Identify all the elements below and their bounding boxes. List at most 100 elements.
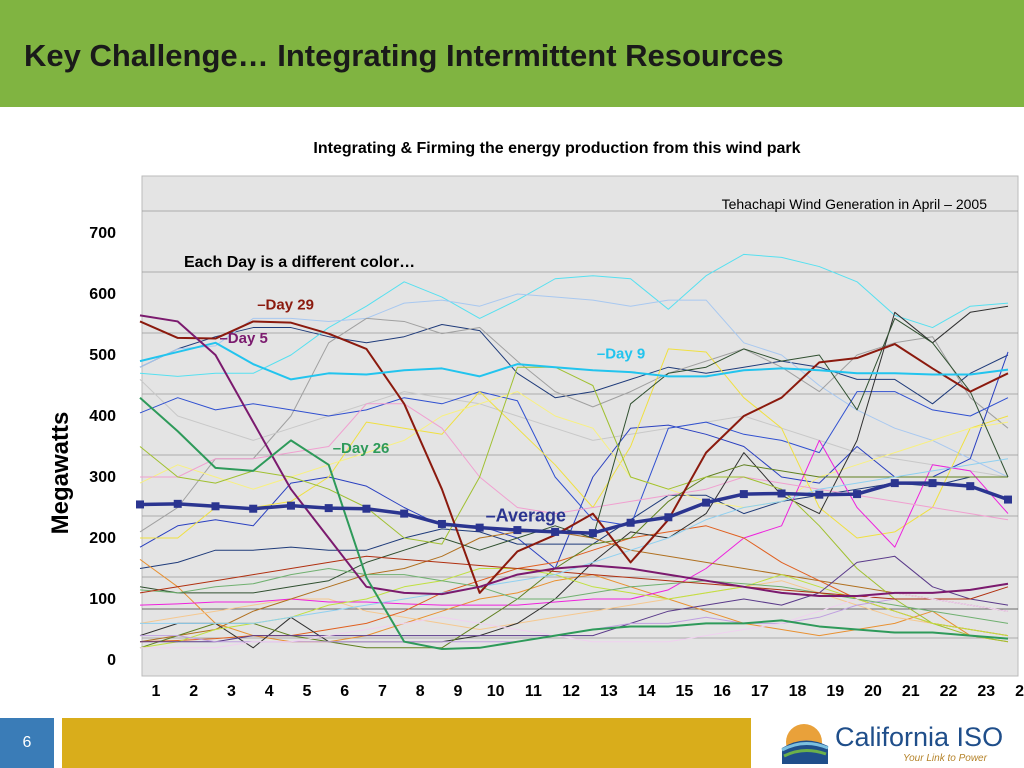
series-line (139, 476, 1008, 569)
chart-title: Integrating & Firming the energy product… (313, 140, 801, 157)
x-tick-label: 1 (152, 683, 161, 700)
average-marker (437, 519, 446, 528)
series-line (140, 458, 1009, 624)
x-tick-label: 3 (227, 683, 236, 700)
x-tick-label: 7 (378, 683, 387, 700)
x-tick-label: 13 (600, 683, 618, 700)
x-tick-label: 9 (453, 683, 462, 700)
y-axis-label: Megawatts (47, 412, 74, 535)
page-number: 6 (22, 734, 32, 751)
series-line (139, 558, 1009, 643)
x-tick-label: 5 (303, 683, 312, 700)
average-marker (400, 509, 409, 518)
series-line (139, 464, 1008, 649)
series-label-day-26: –Day 26 (333, 440, 390, 457)
average-marker (286, 501, 295, 510)
x-tick-label: 16 (713, 683, 731, 700)
average-marker (551, 527, 560, 536)
average-marker (588, 529, 597, 538)
series-line (139, 351, 1009, 569)
series-line-day-9 (139, 341, 1009, 381)
series-line (140, 555, 1009, 643)
average-marker (211, 502, 220, 511)
y-tick-label: 500 (89, 347, 116, 364)
page-number-box: 6 (0, 718, 54, 768)
y-tick-label: 700 (89, 225, 116, 242)
average-marker (513, 526, 522, 535)
x-tick-label: 22 (940, 683, 958, 700)
average-marker (890, 479, 899, 488)
series-line (140, 348, 1009, 539)
series-line (139, 324, 1009, 405)
y-tick-label: 200 (89, 530, 116, 547)
y-tick-label: 400 (89, 408, 116, 425)
chart: –Day 29 –Day 9 –Day 5 –Day 26 –Average Tehac… (47, 175, 1024, 700)
x-tick-label: 24 (1015, 683, 1024, 700)
y-tick-label: 300 (89, 469, 116, 486)
x-tick-label: 23 (977, 683, 995, 700)
series-line (139, 379, 1009, 478)
x-tick-label: 15 (675, 683, 693, 700)
series-label-day-5: –Day 5 (219, 330, 267, 347)
x-tick-label: 19 (826, 683, 844, 700)
average-marker (475, 523, 484, 532)
average-marker (626, 518, 635, 527)
footer-bar (62, 718, 751, 768)
chart-annotation: Each Day is a different color… (184, 254, 415, 271)
average-marker (173, 499, 182, 508)
y-tick-label: 100 (89, 591, 116, 608)
series-line (139, 568, 1009, 624)
average-marker (664, 513, 673, 522)
x-tick-label: 6 (340, 683, 349, 700)
average-marker (362, 504, 371, 513)
average-marker (1004, 495, 1012, 504)
series-line-day-26 (139, 396, 1009, 651)
logo-wordmark: California ISO (835, 722, 1004, 752)
logo-tagline: Your Link to Power (903, 753, 987, 764)
series-line (139, 439, 1009, 606)
series-line (139, 391, 1009, 527)
average-marker (324, 504, 333, 513)
series-line (139, 531, 1009, 643)
average-marker (702, 498, 711, 507)
y-tick-label: 600 (89, 286, 116, 303)
sun-wave-logo-icon (781, 724, 829, 764)
series-label-day-29: –Day 29 (257, 296, 314, 313)
x-tick-label: 2 (189, 683, 198, 700)
average-marker (966, 482, 975, 491)
x-tick-label: 17 (751, 683, 769, 700)
average-marker (739, 490, 748, 499)
y-tick-label: 0 (107, 652, 116, 669)
x-tick-label: 10 (487, 683, 505, 700)
chart-subtitle: Tehachapi Wind Generation in April – 200… (722, 196, 988, 212)
series-label-day-9: –Day 9 (597, 345, 645, 362)
series-line (139, 555, 1009, 600)
california-iso-logo: California ISO Your Link to Power (760, 718, 1024, 768)
series-line (140, 403, 1009, 521)
plot-area: –Day 29 –Day 9 –Day 5 –Day 26 –Average (136, 175, 1019, 677)
average-marker (853, 490, 862, 499)
x-tick-label: 12 (562, 683, 580, 700)
series-line-average (139, 481, 1009, 535)
series-line-day-5 (139, 314, 1009, 597)
series-label-average: –Average (486, 506, 566, 526)
x-tick-label: 20 (864, 683, 882, 700)
x-tick-label: 14 (638, 683, 656, 700)
series-line (139, 253, 1009, 377)
series-line (140, 592, 1009, 649)
slide-header: Key Challenge… Integrating Intermittent … (0, 0, 1024, 107)
x-tick-label: 11 (525, 683, 542, 700)
series-line (139, 580, 1009, 637)
average-marker (815, 490, 824, 499)
average-marker (928, 479, 937, 488)
series-line-day-29 (139, 320, 1009, 594)
x-tick-label: 18 (789, 683, 807, 700)
series-line (139, 293, 1009, 478)
average-marker (136, 500, 144, 509)
average-marker (777, 489, 786, 498)
x-tick-label: 4 (265, 683, 274, 700)
average-marker (249, 504, 258, 513)
x-tick-label: 21 (902, 683, 920, 700)
plot-background (141, 175, 1019, 677)
slide-title: Key Challenge… Integrating Intermittent … (24, 38, 784, 73)
